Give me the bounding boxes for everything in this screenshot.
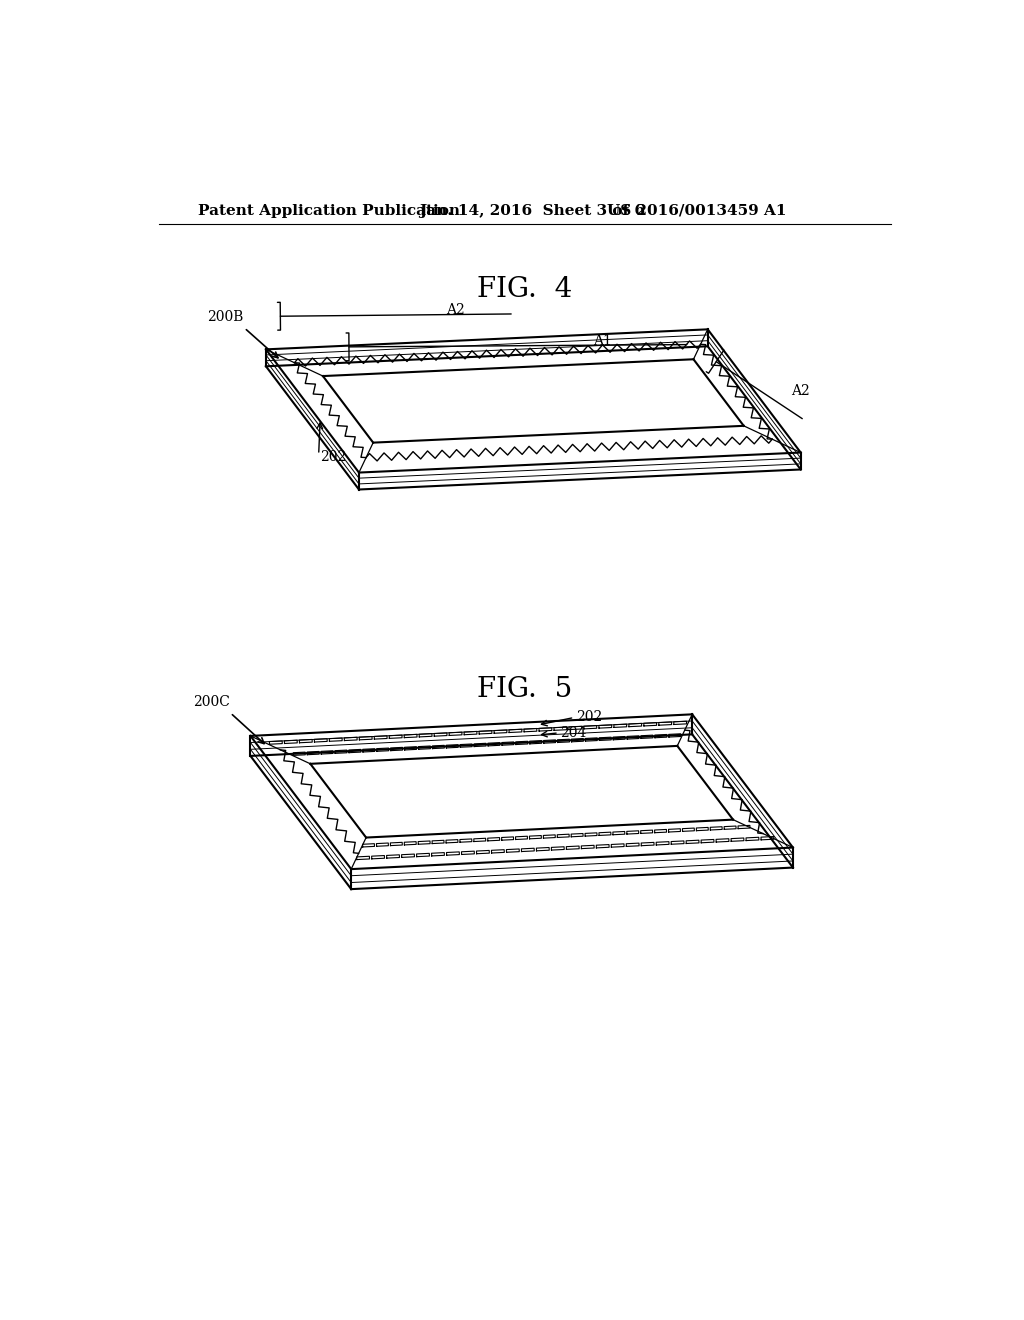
Text: 202: 202 [321,450,346,465]
Text: A1: A1 [594,334,612,347]
Text: Jan. 14, 2016  Sheet 3 of 6: Jan. 14, 2016 Sheet 3 of 6 [419,203,645,218]
Text: FIG.  4: FIG. 4 [477,276,572,302]
Text: A2: A2 [446,304,465,317]
Text: US 2016/0013459 A1: US 2016/0013459 A1 [607,203,786,218]
Text: 202: 202 [575,710,602,725]
Text: A2: A2 [791,384,809,397]
Text: 200B: 200B [208,310,244,323]
Text: Patent Application Publication: Patent Application Publication [198,203,460,218]
Text: 200C: 200C [194,696,230,709]
Text: 204: 204 [560,726,587,739]
Text: FIG.  5: FIG. 5 [477,676,572,704]
